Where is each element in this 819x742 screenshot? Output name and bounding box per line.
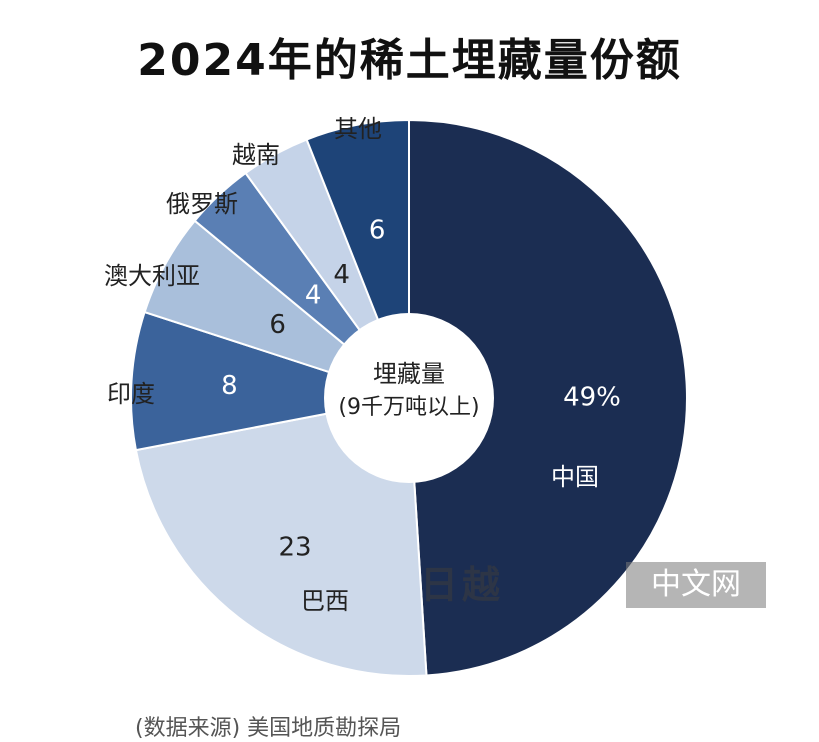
watermark-logo: 日越 xyxy=(420,562,505,607)
slice-name-label: 中国 xyxy=(551,463,599,491)
slice-name-label: 印度 xyxy=(107,380,155,408)
slice-value-label: 23 xyxy=(278,533,311,563)
source-note: (数据来源) 美国地质勘探局 xyxy=(135,716,402,741)
slice-value-label: 6 xyxy=(269,310,286,340)
slice-value-label: 4 xyxy=(333,260,350,290)
watermark: 日越 中文网 xyxy=(420,560,766,610)
slice-value-label: 49% xyxy=(563,383,621,413)
center-hole xyxy=(324,313,494,483)
slice-巴西 xyxy=(134,396,428,677)
watermark-text: 中文网 xyxy=(626,562,766,608)
slice-印度 xyxy=(130,310,410,452)
slice-中国 xyxy=(408,118,688,677)
chart-title: 2024年的稀土埋藏量份额 xyxy=(137,35,682,86)
slice-value-label: 8 xyxy=(221,371,238,401)
center-label-line2: (9千万吨以上) xyxy=(338,395,479,420)
slice-name-label: 俄罗斯 xyxy=(166,190,238,218)
slice-value-label: 6 xyxy=(369,216,386,246)
slice-value-label: 4 xyxy=(305,280,322,310)
center-label-line1: 埋藏量 xyxy=(373,360,445,388)
slice-name-label: 巴西 xyxy=(301,587,349,615)
slice-name-label: 澳大利亚 xyxy=(104,262,200,290)
slice-name-label: 其他 xyxy=(334,115,382,143)
slice-name-label: 越南 xyxy=(232,141,280,169)
